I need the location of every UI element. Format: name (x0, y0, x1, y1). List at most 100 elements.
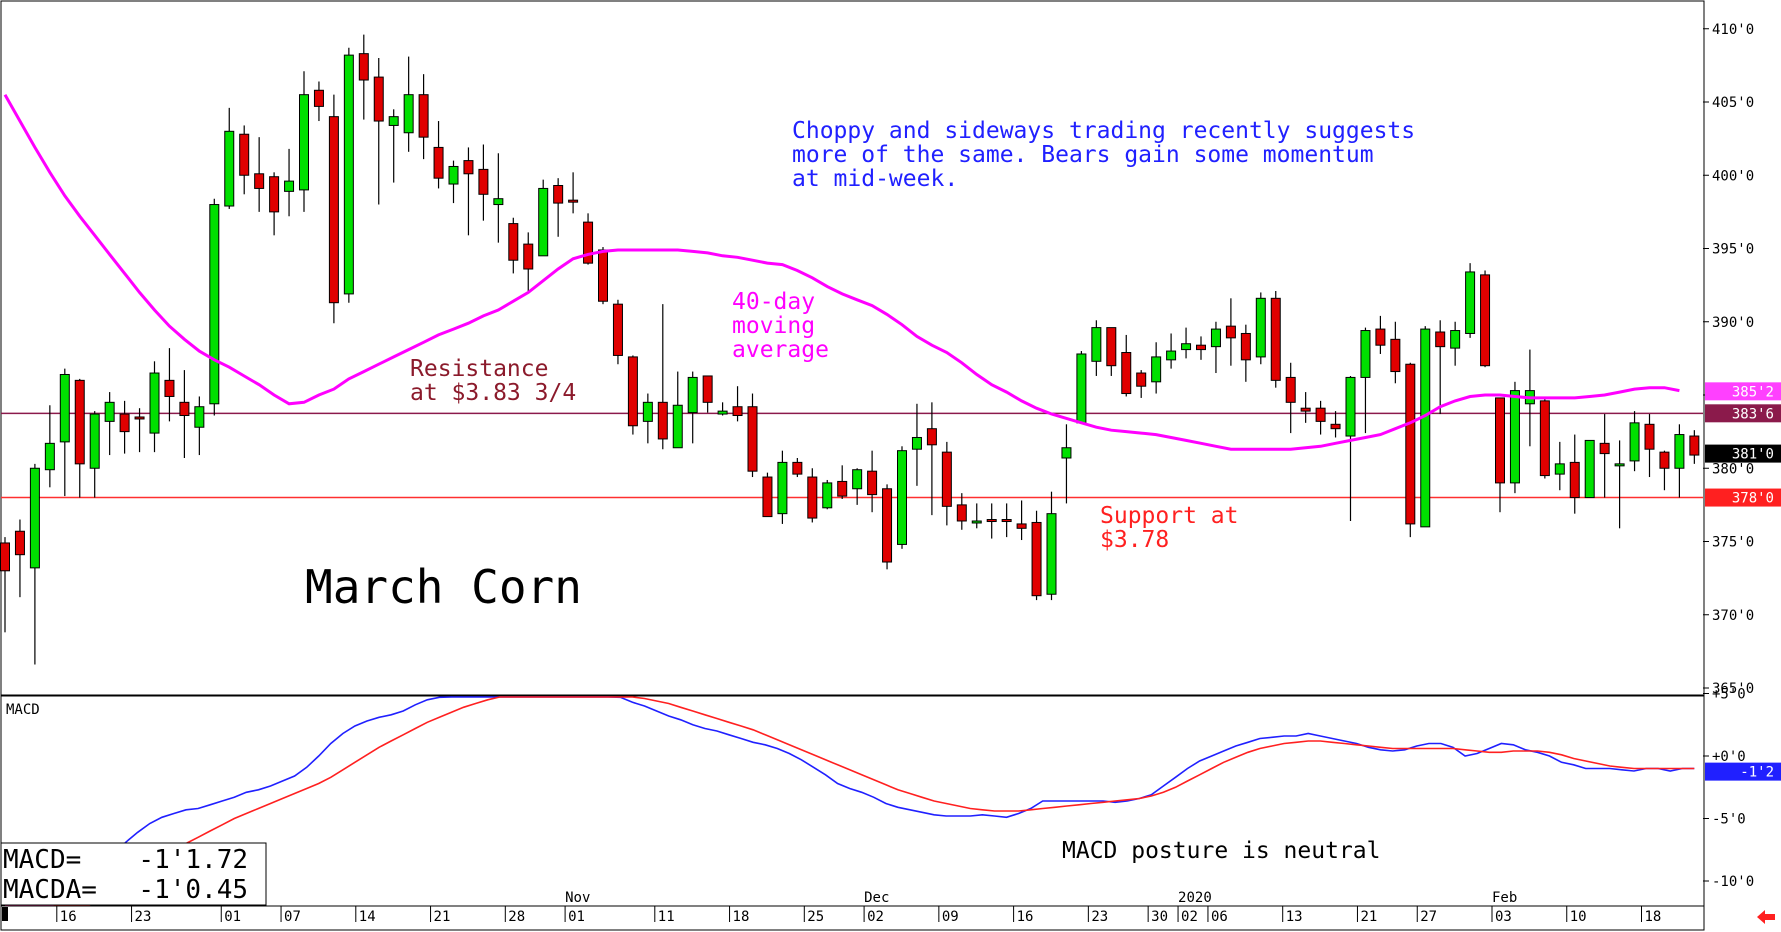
month-label-1: Dec (864, 890, 889, 906)
macd-tick-label-0: +5'0 (1712, 687, 1746, 703)
macd-readout-box (0, 842, 267, 906)
candle-body-95 (1420, 328, 1431, 528)
date-tick-label-21: 03 (1495, 909, 1512, 925)
reference-lines (1, 412, 1703, 499)
date-tick-label-22: 10 (1570, 909, 1587, 925)
candle-body-92 (1375, 328, 1386, 346)
date-tick-label-18: 13 (1286, 909, 1303, 925)
date-tick-label-7: 01 (568, 909, 585, 925)
candle-body-64 (956, 504, 967, 522)
date-axis: 16 23 01 07 14 21 28 01 11 18 25 02 09 16 23 30 02 06 13 21… (56, 890, 1662, 925)
candle-body-16 (239, 133, 250, 176)
candle-body-51 (762, 476, 773, 518)
candle-body-66 (986, 519, 997, 523)
candle-body-101 (1509, 390, 1520, 484)
macd-panel-title: MACD (6, 702, 40, 718)
candle-body-107 (1599, 442, 1610, 455)
candle-body-60 (897, 450, 907, 545)
date-tick-label-4: 14 (359, 909, 376, 925)
candle-body-65 (971, 520, 982, 524)
scroll-marker[interactable] (2, 907, 8, 921)
scroll-right-arrow-icon[interactable] (1757, 910, 1775, 924)
date-tick-label-23: 18 (1645, 909, 1662, 925)
candle-body-68 (1016, 523, 1027, 529)
candle-body-90 (1345, 376, 1356, 437)
macd-tag-label-0: -1'2 (1740, 765, 1774, 781)
candle-body-12 (179, 401, 190, 417)
candle-body-8 (119, 413, 130, 433)
candle-body-25 (373, 76, 384, 122)
candle-body-49 (732, 406, 743, 417)
date-tick-label-20: 27 (1420, 909, 1437, 925)
candle-body-9 (134, 416, 145, 420)
candle-body-55 (822, 482, 833, 509)
candle-body-83 (1240, 332, 1251, 361)
date-tick-label-17: 06 (1211, 909, 1228, 925)
candle-body-76 (1136, 372, 1147, 387)
candle-body-13 (194, 406, 205, 428)
resistance-label-line-2: at $3.83 3/4 (410, 380, 576, 406)
price-tick-label-9: 410'0 (1712, 22, 1754, 38)
date-tick-label-19: 21 (1360, 909, 1377, 925)
resistance-label-line-1: Resistance (410, 356, 548, 382)
ma-label-line-3: average (732, 337, 829, 363)
candle-body-1 (14, 530, 25, 556)
macd-tag-bg-0 (1705, 762, 1781, 781)
macd-readout-label: MACD= (3, 845, 81, 875)
candle-body-39 (583, 221, 594, 264)
date-tick-label-5: 21 (434, 909, 451, 925)
candle-body-75 (1121, 352, 1132, 395)
price-tick-label-2: 375'0 (1712, 535, 1754, 551)
candle-body-17 (254, 173, 265, 189)
candle-body-27 (403, 94, 414, 134)
candle-body-94 (1405, 363, 1416, 525)
candle-body-89 (1330, 423, 1341, 430)
price-axis: 365'0370'0375'0380'0385'0390'0395'0400'0… (1703, 22, 1754, 697)
candle-body-54 (807, 476, 818, 519)
candle-body-105 (1569, 461, 1580, 499)
candle-body-43 (642, 401, 653, 422)
candle-body-86 (1285, 376, 1296, 403)
macd-axis: +5'0 +0'0 -5'0 -10'0 (1703, 687, 1754, 890)
candle-body-22 (328, 116, 339, 304)
date-tick-label-13: 16 (1017, 909, 1034, 925)
candle-body-6 (89, 413, 100, 469)
candle-body-98 (1465, 271, 1476, 334)
candle-body-62 (926, 428, 937, 446)
candle-body-53 (792, 461, 803, 475)
macd-readout-value: -1'1.72 (138, 845, 248, 875)
candle-body-0 (0, 542, 10, 572)
candle-body-46 (687, 376, 698, 414)
support-label-line-2: $3.78 (1100, 527, 1169, 553)
macd-tick-label-3: -10'0 (1712, 874, 1754, 890)
candle-body-10 (149, 372, 160, 434)
date-tick-label-16: 02 (1181, 909, 1198, 925)
candle-body-110 (1644, 423, 1655, 450)
candle-body-26 (388, 116, 399, 126)
macd-tick-label-1: +0'0 (1712, 749, 1746, 765)
chart-title: March Corn (305, 560, 582, 614)
commentary-line-3: at mid-week. (792, 166, 958, 192)
candle-body-19 (284, 180, 295, 192)
candle-body-58 (867, 470, 878, 496)
month-label-0: Nov (565, 890, 590, 906)
candle-body-88 (1315, 407, 1326, 422)
candle-body-48 (717, 410, 728, 415)
candle-body-3 (44, 442, 55, 471)
macd-line-1 (5, 696, 1695, 906)
candle-body-14 (209, 204, 220, 405)
price-tick-label-7: 400'0 (1712, 168, 1754, 184)
candle-body-85 (1270, 297, 1281, 381)
month-label-2: 2020 (1178, 890, 1212, 906)
support-label-line-1: Support at (1100, 503, 1238, 529)
macda-readout-label: MACDA= (3, 875, 97, 905)
candle-body-74 (1106, 327, 1117, 367)
macd-tags: -1'2 (1705, 762, 1781, 781)
candle-body-31 (463, 160, 474, 175)
candle-body-61 (911, 436, 922, 450)
candle-body-29 (433, 146, 444, 179)
candle-body-93 (1390, 338, 1401, 373)
candle-body-81 (1210, 328, 1221, 348)
price-tick-label-0: 365'0 (1712, 681, 1754, 697)
